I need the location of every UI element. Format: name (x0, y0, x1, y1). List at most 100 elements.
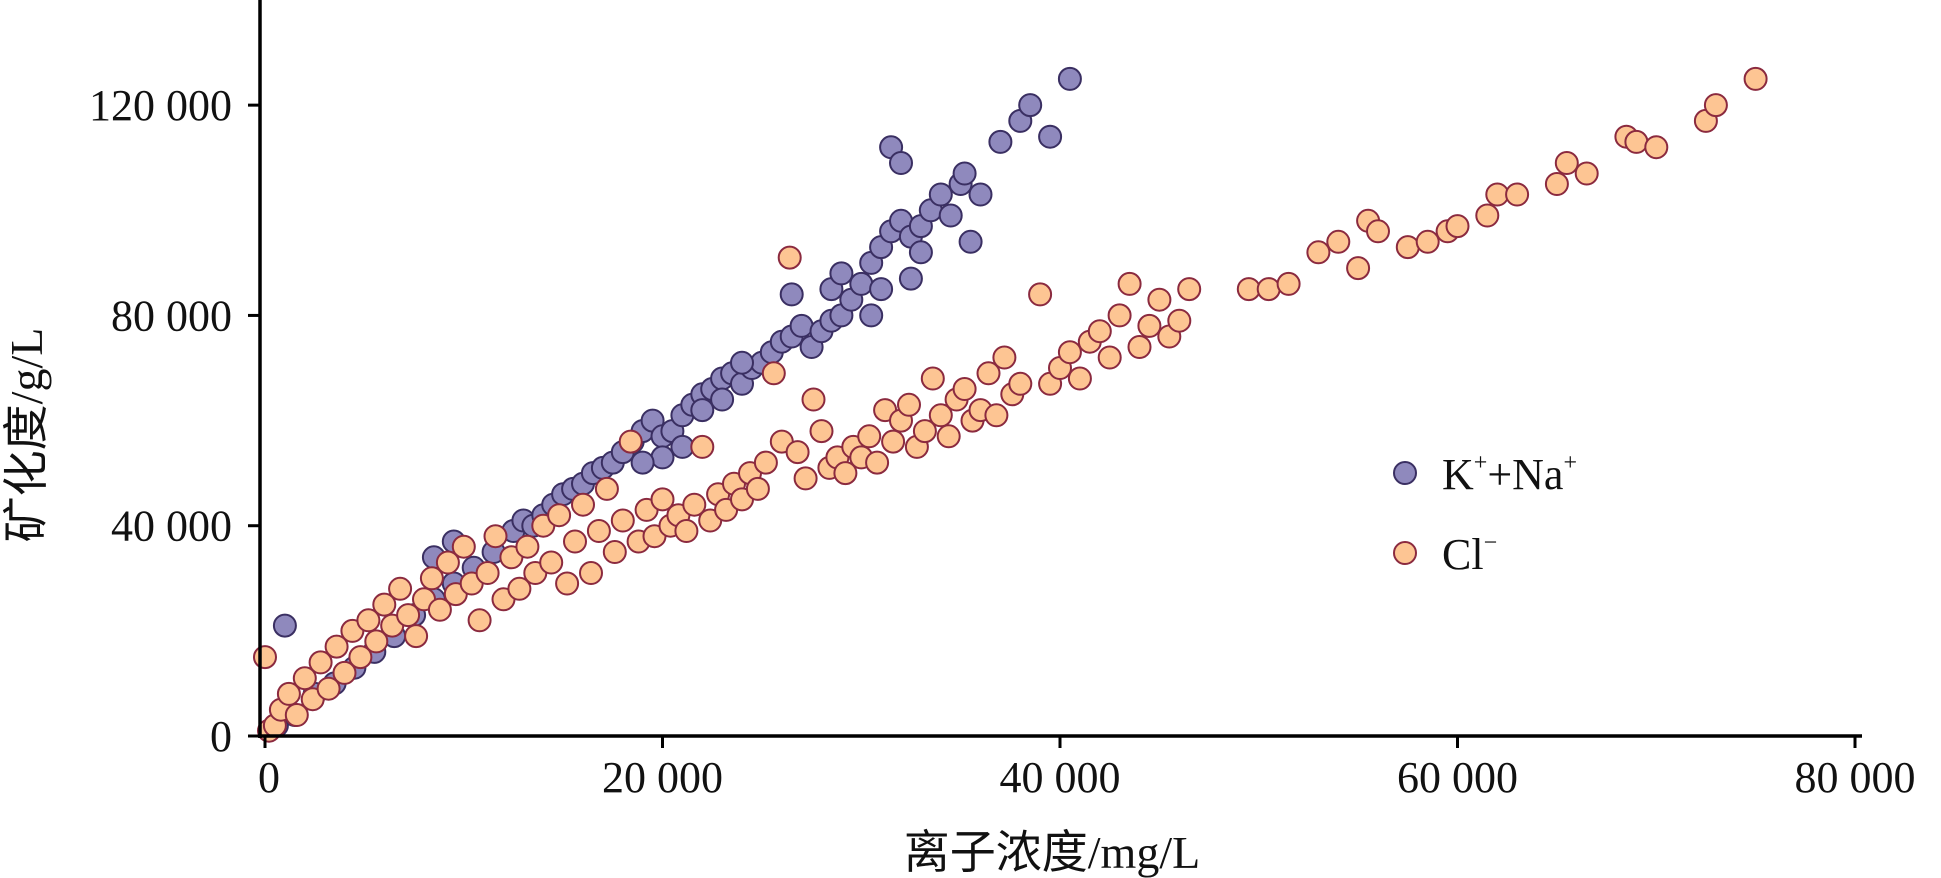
cl-point (1475, 203, 1500, 228)
cl-point (1236, 277, 1261, 302)
cl-point (928, 403, 953, 428)
points-layer (253, 66, 1768, 743)
cl-point (984, 403, 1009, 428)
cl-point (745, 476, 770, 501)
cl-point (571, 492, 595, 517)
cl-point (650, 487, 675, 512)
legend-label-k-na: K++Na+ (1442, 450, 1577, 499)
k-na-point (670, 434, 695, 459)
y-tick-label: 120 000 (89, 81, 232, 130)
x-tick-label: 40 000 (1000, 753, 1121, 802)
k-na-point (968, 182, 993, 207)
cl-point (610, 508, 635, 533)
cl-point (507, 576, 532, 601)
cl-point (682, 492, 707, 517)
k-na-point (730, 350, 754, 375)
k-na-point (650, 445, 675, 470)
cl-point (324, 634, 349, 659)
cl-point (1028, 282, 1053, 307)
k-na-point (869, 277, 894, 302)
k-na-point (789, 313, 814, 338)
cl-point (404, 624, 429, 649)
k-na-point (710, 387, 735, 412)
x-axis-title: 离子浓度/mg/L (904, 827, 1200, 878)
cl-point (276, 681, 301, 706)
cl-point (976, 361, 1001, 386)
y-tick-label: 40 000 (111, 502, 232, 551)
cl-point (1147, 287, 1172, 312)
k-na-point (1038, 124, 1063, 149)
cl-point (1485, 182, 1510, 207)
cl-point (1137, 313, 1162, 338)
cl-point (1346, 256, 1371, 281)
cl-point (1544, 172, 1569, 196)
k-na-point (928, 182, 953, 207)
cl-point (372, 592, 397, 617)
cl-point (1256, 277, 1281, 302)
cl-point (396, 603, 421, 628)
cl-point (674, 519, 699, 543)
cl-point (332, 660, 357, 685)
cl-point (1087, 319, 1112, 344)
cl-point (881, 429, 906, 454)
cl-point (865, 450, 890, 475)
cl-point (1743, 66, 1768, 91)
x-tick-label: 60 000 (1397, 753, 1518, 802)
cl-point (777, 245, 802, 270)
cl-point (602, 540, 627, 564)
k-na-point (1057, 66, 1082, 91)
cl-point (348, 645, 373, 670)
cl-point (427, 597, 452, 622)
k-na-point (952, 161, 977, 186)
cl-point (483, 524, 508, 549)
cl-point (1067, 366, 1092, 391)
k-na-point (630, 450, 655, 475)
legend-label-cl: Cl− (1442, 530, 1497, 579)
k-na-point (988, 129, 1013, 154)
x-tick-label: 80 000 (1795, 753, 1916, 802)
k-na-point (938, 203, 963, 228)
cl-point (364, 629, 389, 654)
cl-point (292, 666, 317, 691)
cl-point (793, 466, 818, 491)
cl-point (356, 608, 381, 633)
cl-point (467, 608, 492, 633)
cl-point (388, 576, 413, 601)
k-na-point (859, 303, 884, 328)
cl-point (253, 645, 277, 670)
cl-point (833, 461, 858, 486)
cl-point (1395, 235, 1420, 260)
cl-point (308, 650, 333, 675)
k-na-point (690, 398, 715, 423)
cl-point (1167, 308, 1192, 333)
k-na-point (829, 261, 854, 286)
cl-point (1107, 303, 1132, 328)
cl-point (563, 529, 587, 554)
cl-point (1574, 161, 1599, 186)
ticks-layer: 0 20 000 40 000 60 000 80 000 0 40 000 80 000 12… (89, 81, 1916, 802)
k-na-point (958, 229, 983, 254)
cl-point (1366, 219, 1390, 244)
cl-point (547, 503, 572, 528)
cl-point (1703, 93, 1728, 118)
legend-marker-cl (1393, 541, 1417, 565)
legend: K++Na+ Cl− (1393, 450, 1577, 579)
cl-point (515, 534, 540, 559)
k-na-point (849, 271, 874, 296)
cl-point (594, 476, 619, 501)
k-na-point (1018, 93, 1043, 118)
cl-point (857, 424, 882, 449)
cl-point (936, 424, 961, 449)
cl-point (1057, 340, 1082, 365)
cl-point (539, 550, 564, 575)
y-tick-label: 80 000 (111, 291, 232, 340)
legend-marker-k-na (1393, 461, 1417, 485)
y-tick-label: 0 (210, 712, 232, 761)
cl-point (920, 366, 945, 391)
cl-point (952, 377, 977, 401)
k-na-point (779, 282, 804, 307)
cl-point (1415, 229, 1440, 254)
cl-point (1505, 182, 1530, 207)
cl-point (586, 519, 611, 543)
